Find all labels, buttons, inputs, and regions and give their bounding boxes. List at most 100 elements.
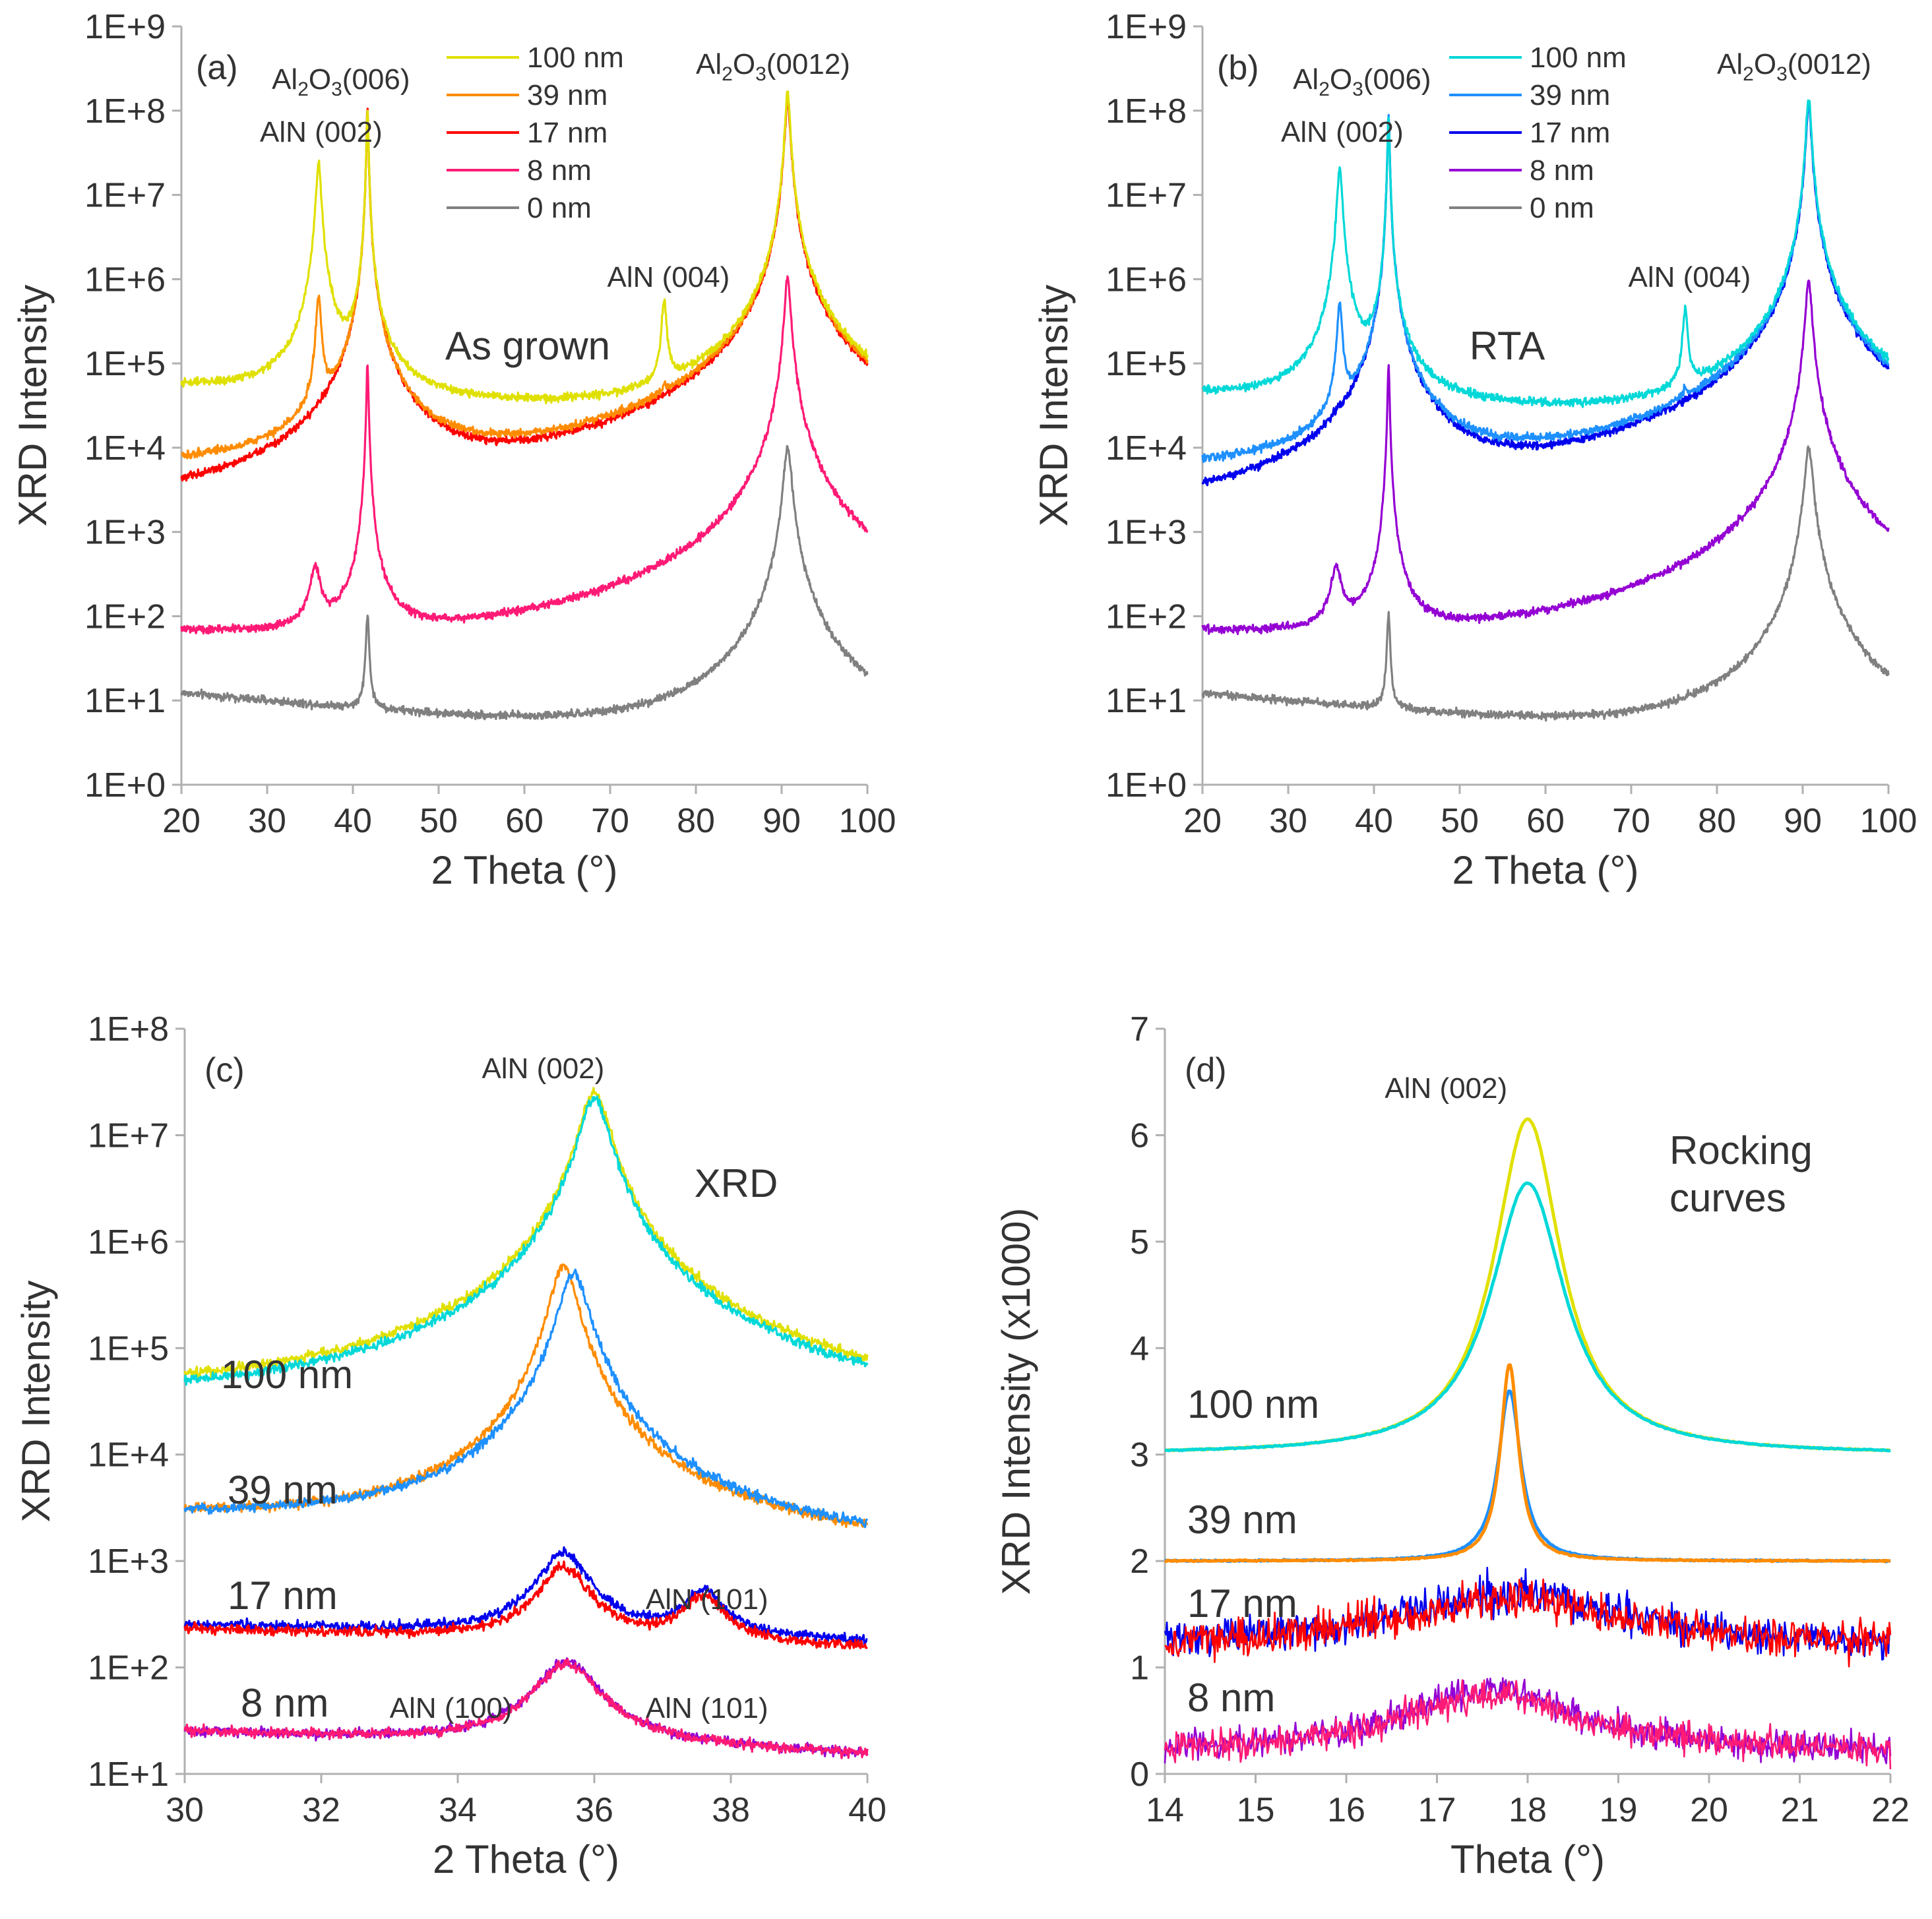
y-tick-label: 1E+2: [88, 1649, 169, 1688]
panel-label: (c): [204, 1051, 245, 1089]
y-tick-label: 1E+1: [1106, 682, 1187, 720]
x-tick-label: 15: [1237, 1791, 1275, 1829]
x-tick-label: 50: [1441, 802, 1479, 840]
aln-002-annotation: AlN (002): [1385, 1072, 1507, 1105]
y-axis-title: XRD Intensity: [1032, 285, 1076, 527]
series-line: [183, 1268, 869, 1529]
series-line: [180, 444, 869, 721]
aln-002-annotation: AlN (002): [482, 1052, 604, 1085]
y-tick-label: 6: [1130, 1116, 1149, 1155]
aln-004-annotation: AlN (004): [607, 261, 730, 293]
condition-note: XRD: [695, 1161, 778, 1205]
x-tick-label: 40: [334, 802, 372, 840]
x-tick-label: 20: [1690, 1791, 1728, 1829]
al2o3-006-annotation: Al2O3(006): [272, 63, 410, 100]
x-tick-label: 30: [1269, 802, 1307, 840]
series-line: [1201, 99, 1890, 408]
x-tick-label: 19: [1600, 1791, 1638, 1829]
curve-label: 39 nm: [1187, 1498, 1297, 1542]
x-tick-label: 100: [1860, 802, 1917, 840]
panel-c: 1E+1 1E+2 1E+3 1E+4 1E+5 1E+6 1E+7 1E+8 30 32 34 36…: [14, 1010, 887, 1881]
aln-101-annotation: AlN (101): [646, 1583, 768, 1616]
panel-label: (a): [196, 49, 238, 87]
y-tick-label: 1E+3: [84, 514, 166, 552]
x-tick-label: 80: [1698, 802, 1736, 840]
series-line: [183, 1095, 869, 1386]
panel-label: (d): [1185, 1051, 1227, 1089]
series-line: [1201, 445, 1890, 722]
x-tick-label: 32: [302, 1791, 340, 1829]
curve-label: 17 nm: [1187, 1581, 1297, 1626]
x-tick-label: 22: [1871, 1791, 1910, 1829]
legend-label: 8 nm: [1530, 154, 1594, 187]
legend-label: 39 nm: [1530, 79, 1610, 111]
x-tick-label: 20: [1183, 802, 1222, 840]
series-line: [1164, 1181, 1891, 1453]
curve-label: 39 nm: [228, 1468, 338, 1512]
condition-note: RTA: [1470, 324, 1545, 368]
series-line: [183, 1560, 868, 1650]
y-tick-label: 4: [1130, 1329, 1149, 1368]
x-tick-label: 100: [839, 802, 896, 840]
y-tick-label: 1E+5: [84, 345, 166, 383]
y-tick-label: 1E+4: [88, 1436, 169, 1475]
x-axis-title: Theta (°): [1450, 1837, 1605, 1881]
y-tick-label: 1E+3: [1106, 514, 1187, 552]
y-tick-label: 1E+1: [88, 1755, 169, 1794]
x-tick-label: 34: [439, 1791, 477, 1829]
y-tick-label: 1E+7: [1106, 177, 1187, 215]
y-tick-label: 3: [1130, 1436, 1149, 1475]
curve-label: 8 nm: [1187, 1676, 1275, 1720]
y-tick-label: 1E+2: [84, 597, 166, 636]
legend-label: 39 nm: [527, 79, 608, 111]
x-tick-label: 17: [1418, 1791, 1456, 1829]
panel-a: 1E+0 1E+1 1E+2 1E+3 1E+4 1E+5 1E+6 1E+7 1E+8 1E+9…: [11, 8, 896, 892]
y-tick-label: 1E+6: [84, 260, 166, 299]
curve-label: 100 nm: [221, 1353, 353, 1397]
x-tick-label: 50: [420, 802, 458, 840]
x-tick-label: 80: [677, 802, 715, 840]
y-axis-title: XRD Intensity: [14, 1281, 58, 1523]
y-tick-label: 1E+4: [1106, 429, 1187, 468]
x-tick-label: 60: [1526, 802, 1565, 840]
series-line: [1201, 279, 1890, 636]
series-line: [180, 90, 869, 405]
x-tick-label: 21: [1781, 1791, 1819, 1829]
x-tick-label: 90: [1784, 802, 1822, 840]
panel-label: (b): [1217, 49, 1259, 87]
y-tick-label: 1E+0: [1106, 766, 1187, 805]
curve-label: 17 nm: [228, 1573, 338, 1618]
series-line: [181, 95, 869, 460]
aln-004-annotation: AlN (004): [1628, 261, 1751, 293]
y-tick-label: 1E+6: [1106, 260, 1187, 299]
al2o3-006-annotation: Al2O3(006): [1293, 63, 1431, 100]
legend-label: 8 nm: [527, 154, 592, 187]
al2o3-0012-annotation: Al2O3(0012): [1717, 48, 1871, 85]
series-line: [180, 275, 869, 635]
legend-label: 0 nm: [1530, 192, 1594, 224]
legend-label: 17 nm: [1530, 117, 1610, 149]
x-tick-label: 38: [712, 1791, 750, 1829]
x-tick-label: 90: [763, 802, 801, 840]
x-tick-label: 36: [575, 1791, 613, 1829]
panel-d: 0 1 2 3 4 5 6 7 14 15 16 17 18 19 20 21 22 Theta (°) XRD I…: [994, 1010, 1910, 1881]
y-tick-label: 1E+7: [88, 1116, 169, 1155]
y-tick-label: 7: [1130, 1010, 1149, 1049]
series-line: [183, 1658, 869, 1759]
y-tick-label: 1E+5: [1106, 345, 1187, 383]
x-tick-label: 16: [1327, 1791, 1365, 1829]
curve-label: 8 nm: [241, 1681, 328, 1725]
x-tick-label: 40: [1355, 802, 1393, 840]
x-tick-label: 30: [248, 802, 286, 840]
y-tick-label: 1E+3: [88, 1542, 169, 1581]
y-tick-label: 1: [1130, 1649, 1149, 1688]
y-tick-label: 1E+7: [84, 177, 166, 215]
y-axis-title: XRD Intensity: [11, 285, 55, 527]
legend-label: 100 nm: [1530, 42, 1627, 74]
x-tick-label: 18: [1509, 1791, 1547, 1829]
aln-101-annotation: AlN (101): [646, 1692, 768, 1724]
y-tick-label: 2: [1130, 1542, 1149, 1581]
condition-note: curves: [1669, 1176, 1786, 1220]
y-tick-label: 1E+2: [1106, 597, 1187, 636]
